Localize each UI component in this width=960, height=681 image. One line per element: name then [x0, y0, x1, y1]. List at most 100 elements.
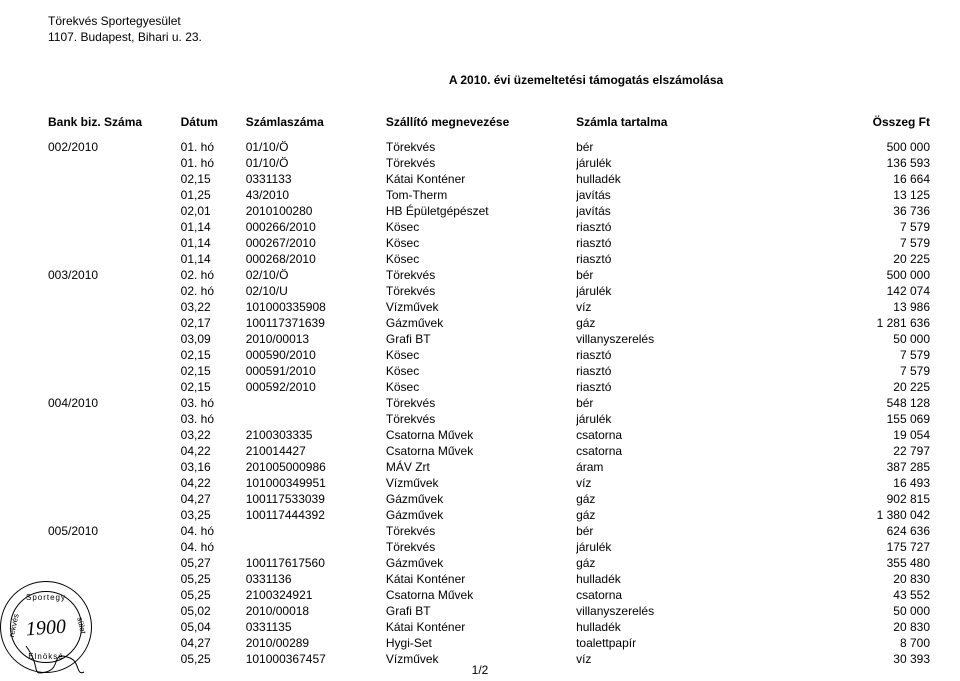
table-row: 01. hó01/10/ÖTörekvésjárulék136 593: [48, 156, 934, 172]
cell-datum: 05,25: [181, 652, 246, 668]
table-row: 02. hó02/10/UTörekvésjárulék142 074: [48, 284, 934, 300]
cell-szamla: 101000349951: [246, 476, 386, 492]
table-row: 002/201001. hó01/10/ÖTörekvésbér500 000: [48, 140, 934, 156]
cell-tart: víz: [576, 652, 809, 668]
cell-bank: [48, 188, 181, 204]
cell-datum: 04. hó: [181, 540, 246, 556]
cell-tart: hulladék: [576, 572, 809, 588]
table-row: 03,25100117444392Gázművekgáz1 380 042: [48, 508, 934, 524]
table-row: 02,15000591/2010Kösecriasztó7 579: [48, 364, 934, 380]
cell-ossz: 355 480: [809, 556, 934, 572]
org-address: 1107. Budapest, Bihari u. 23.: [48, 30, 934, 46]
cell-szamla: 100117533039: [246, 492, 386, 508]
cell-szamla: 01/10/Ö: [246, 156, 386, 172]
cell-datum: 05,04: [181, 620, 246, 636]
cell-szallito: Kösec: [386, 364, 576, 380]
cell-bank: 004/2010: [48, 396, 181, 412]
cell-tart: járulék: [576, 412, 809, 428]
cell-szamla: 000591/2010: [246, 364, 386, 380]
cell-szamla: 0331136: [246, 572, 386, 588]
cell-szallito: Csatorna Művek: [386, 428, 576, 444]
cell-ossz: 13 986: [809, 300, 934, 316]
org-block: Törekvés Sportegyesület 1107. Budapest, …: [48, 14, 934, 45]
cell-tart: járulék: [576, 156, 809, 172]
cell-ossz: 36 736: [809, 204, 934, 220]
table-row: 03. hóTörekvésjárulék155 069: [48, 412, 934, 428]
table-row: 05,250331136Kátai Konténerhulladék20 830: [48, 572, 934, 588]
cell-tart: hulladék: [576, 620, 809, 636]
cell-szallito: Törekvés: [386, 540, 576, 556]
cell-bank: 002/2010: [48, 140, 181, 156]
cell-szallito: Grafi BT: [386, 332, 576, 348]
cell-tart: riasztó: [576, 236, 809, 252]
col-ossz: Összeg Ft: [809, 115, 934, 140]
cell-szallito: Törekvés: [386, 140, 576, 156]
cell-ossz: 30 393: [809, 652, 934, 668]
cell-szallito: Csatorna Művek: [386, 588, 576, 604]
cell-szamla: 2010100280: [246, 204, 386, 220]
table-row: 05,022010/00018Grafi BTvillanyszerelés50…: [48, 604, 934, 620]
cell-bank: [48, 332, 181, 348]
cell-bank: [48, 508, 181, 524]
table-row: 04,22210014427Csatorna Művekcsatorna22 7…: [48, 444, 934, 460]
cell-datum: 04,22: [181, 476, 246, 492]
cell-datum: 01,25: [181, 188, 246, 204]
cell-tart: javítás: [576, 188, 809, 204]
cell-szallito: Kösec: [386, 252, 576, 268]
cell-szamla: [246, 396, 386, 412]
cell-szallito: Törekvés: [386, 284, 576, 300]
cell-ossz: 624 636: [809, 524, 934, 540]
cell-datum: 01. hó: [181, 140, 246, 156]
table-row: 03,222100303335Csatorna Művekcsatorna19 …: [48, 428, 934, 444]
col-datum: Dátum: [181, 115, 246, 140]
table-row: 05,25101000367457Vízművekvíz30 393: [48, 652, 934, 668]
cell-datum: 01,14: [181, 252, 246, 268]
cell-szallito: Hygi-Set: [386, 636, 576, 652]
cell-datum: 03,22: [181, 300, 246, 316]
table-row: 01,2543/2010Tom-Thermjavítás13 125: [48, 188, 934, 204]
cell-ossz: 43 552: [809, 588, 934, 604]
cell-datum: 04,27: [181, 492, 246, 508]
cell-szamla: 01/10/Ö: [246, 140, 386, 156]
cell-tart: víz: [576, 476, 809, 492]
cell-szamla: 100117617560: [246, 556, 386, 572]
table-row: 004/201003. hóTörekvésbér548 128: [48, 396, 934, 412]
table-row: 02,15000592/2010Kösecriasztó20 225: [48, 380, 934, 396]
cell-tart: csatorna: [576, 428, 809, 444]
cell-szallito: HB Épületgépészet: [386, 204, 576, 220]
cell-ossz: 16 493: [809, 476, 934, 492]
page-title: A 2010. évi üzemeltetési támogatás elszá…: [238, 73, 934, 87]
cell-ossz: 7 579: [809, 348, 934, 364]
cell-szamla: [246, 524, 386, 540]
cell-ossz: 50 000: [809, 604, 934, 620]
cell-szamla: 0331133: [246, 172, 386, 188]
table-row: 03,16201005000986MÁV Zrtáram387 285: [48, 460, 934, 476]
cell-datum: 03,09: [181, 332, 246, 348]
cell-tart: gáz: [576, 508, 809, 524]
cell-ossz: 13 125: [809, 188, 934, 204]
cell-szallito: Kösec: [386, 236, 576, 252]
cell-bank: [48, 300, 181, 316]
cell-ossz: 500 000: [809, 140, 934, 156]
cell-ossz: 142 074: [809, 284, 934, 300]
table-row: 01,14000268/2010Kösecriasztó20 225: [48, 252, 934, 268]
cell-datum: 05,02: [181, 604, 246, 620]
cell-bank: 003/2010: [48, 268, 181, 284]
cell-tart: toalettpapír: [576, 636, 809, 652]
cell-datum: 02,01: [181, 204, 246, 220]
cell-ossz: 1 380 042: [809, 508, 934, 524]
cell-tart: riasztó: [576, 364, 809, 380]
cell-szallito: Kátai Konténer: [386, 172, 576, 188]
cell-szallito: Törekvés: [386, 524, 576, 540]
cell-szamla: 000268/2010: [246, 252, 386, 268]
cell-datum: 03. hó: [181, 396, 246, 412]
cell-datum: 04. hó: [181, 524, 246, 540]
cell-datum: 01,14: [181, 220, 246, 236]
cell-bank: [48, 252, 181, 268]
table-row: 02,17100117371639Gázművekgáz1 281 636: [48, 316, 934, 332]
cell-tart: riasztó: [576, 220, 809, 236]
cell-ossz: 7 579: [809, 220, 934, 236]
table-row: 003/201002. hó02/10/ÖTörekvésbér500 000: [48, 268, 934, 284]
cell-szamla: 02/10/Ö: [246, 268, 386, 284]
table-row: 02,15000590/2010Kösecriasztó7 579: [48, 348, 934, 364]
